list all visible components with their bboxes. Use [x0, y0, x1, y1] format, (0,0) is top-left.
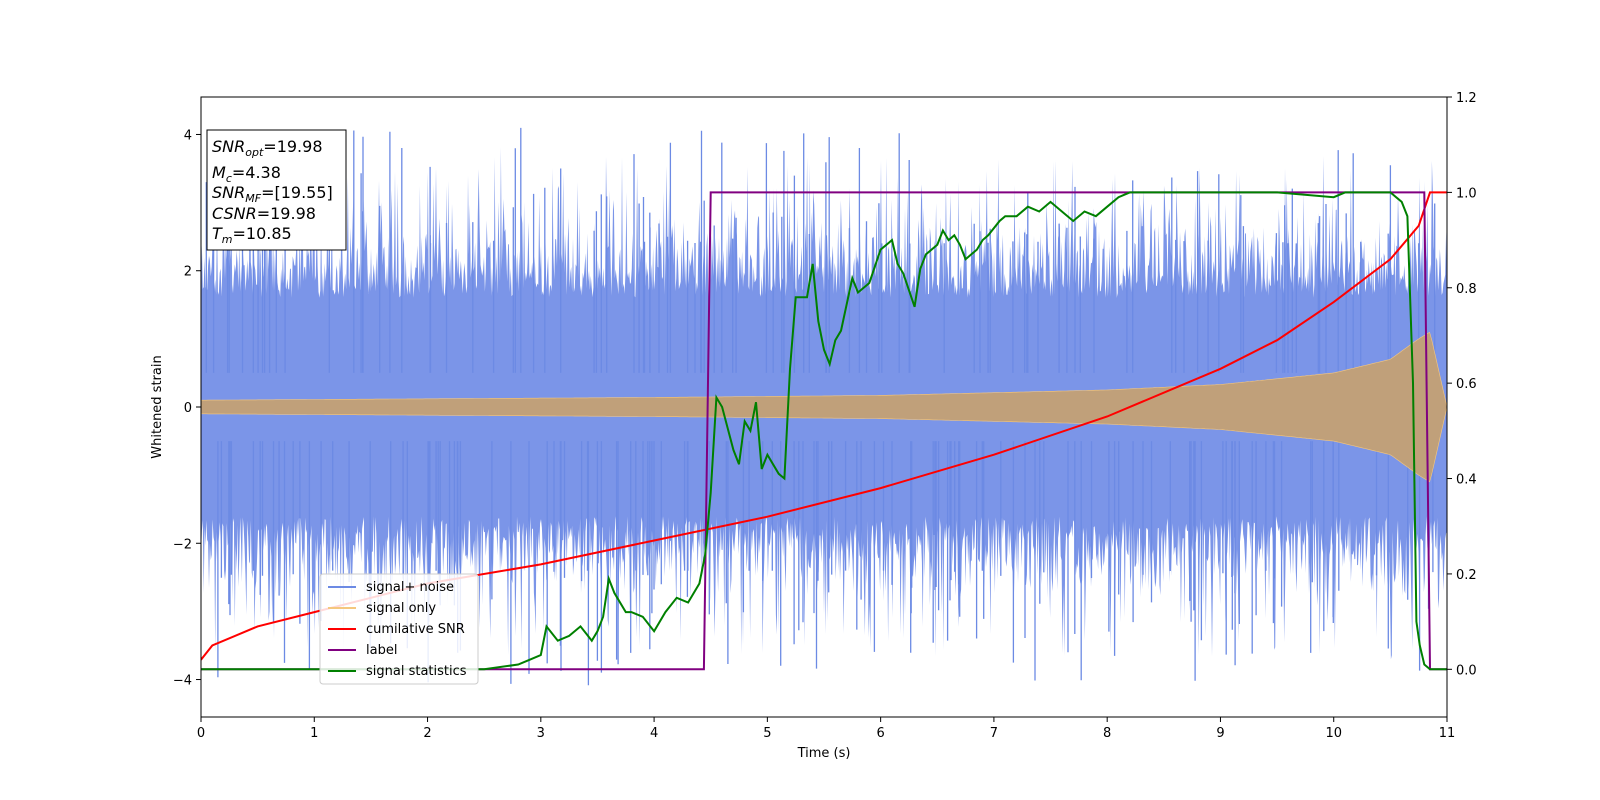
x-tick-label: 6 — [876, 726, 884, 741]
x-tick-label: 4 — [650, 726, 658, 741]
info-snr-opt-value: =19.98 — [263, 137, 322, 156]
x-tick-label: 5 — [763, 726, 771, 741]
info-snr-mf: SNRMF=[19.55] — [212, 183, 333, 205]
info-tm: Tm=10.85 — [212, 224, 292, 246]
legend-label: cumilative SNR — [366, 622, 465, 637]
x-tick-label: 10 — [1325, 726, 1342, 741]
info-snr-mf-value: =[19.55] — [261, 183, 333, 202]
y-left-tick-label: 0 — [184, 401, 192, 416]
legend-label: signal only — [366, 601, 436, 616]
info-snr-mf-main: SNR — [212, 183, 245, 202]
x-tick-label: 2 — [423, 726, 431, 741]
signal-noise-line — [205, 127, 1436, 686]
y-left-tick-label: −2 — [173, 537, 192, 552]
legend-label: label — [366, 643, 397, 658]
x-tick-label: 0 — [197, 726, 205, 741]
info-snr-opt-main: SNR — [212, 137, 245, 156]
y-axis-right: 0.0 0.2 0.4 0.6 0.8 1.0 1.2 — [1447, 91, 1477, 678]
y-left-tick-label: 2 — [184, 265, 192, 280]
y-right-tick-label: 1.2 — [1456, 91, 1477, 106]
info-mc-value: =4.38 — [232, 163, 281, 182]
x-tick-label: 11 — [1439, 726, 1456, 741]
x-tick-label: 9 — [1216, 726, 1224, 741]
y-right-tick-label: 0.2 — [1456, 568, 1477, 583]
info-box-frame — [206, 129, 347, 251]
info-csnr-main: CSNR — [212, 204, 257, 223]
cumulative-snr-series — [201, 191, 1447, 661]
info-snr-opt: SNRopt=19.98 — [212, 137, 323, 159]
y-right-tick-label: 0.6 — [1456, 377, 1477, 392]
info-mc-sub: c — [226, 172, 232, 185]
x-tick-label: 3 — [537, 726, 545, 741]
signal-statistics-series — [201, 191, 1447, 671]
y-right-tick-label: 1.0 — [1456, 186, 1477, 201]
y-left-tick-label: −4 — [173, 674, 192, 689]
info-mc: Mc=4.38 — [212, 163, 281, 185]
x-tick-label: 1 — [310, 726, 318, 741]
info-box: SNRopt=19.98 Mc=4.38 SNRMF=[19.55] CSNR=… — [206, 129, 347, 251]
plot-area — [201, 127, 1447, 686]
info-snr-opt-sub: opt — [245, 146, 264, 159]
x-axis-label: Time (s) — [797, 746, 851, 761]
info-csnr-value: =19.98 — [257, 204, 316, 223]
y-right-tick-label: 0.8 — [1456, 282, 1477, 297]
legend-label: signal+ noise — [366, 580, 454, 595]
x-tick-label: 8 — [1103, 726, 1111, 741]
y-axis-left: −4 −2 0 2 4 — [173, 128, 201, 689]
info-csnr: CSNR=19.98 — [212, 204, 316, 223]
legend: signal+ noise signal only cumilative SNR la… — [319, 573, 479, 685]
info-tm-main: T — [212, 224, 223, 243]
y-axis-label: Whitened strain — [150, 355, 165, 458]
x-axis: 0 1 2 3 4 5 6 7 8 9 10 11 — [197, 717, 1455, 741]
x-tick-label: 7 — [990, 726, 998, 741]
info-tm-value: =10.85 — [233, 224, 292, 243]
info-snr-mf-sub: MF — [245, 192, 261, 205]
y-left-tick-label: 4 — [184, 128, 192, 143]
signal-only-series — [201, 331, 1447, 483]
info-tm-sub: m — [222, 233, 233, 246]
y-right-tick-label: 0.0 — [1456, 663, 1477, 678]
info-mc-main: M — [212, 163, 226, 182]
y-right-tick-label: 0.4 — [1456, 473, 1477, 488]
legend-label: signal statistics — [366, 664, 467, 679]
legend-frame — [319, 573, 479, 685]
